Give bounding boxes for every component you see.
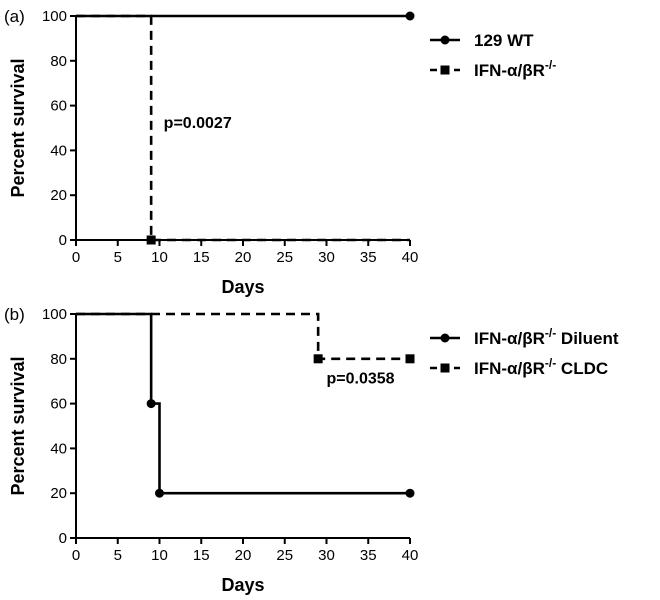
x-tick-label: 40 — [402, 249, 419, 266]
panel-label: (a) — [4, 7, 25, 26]
legend-label: IFN-α/βR-/- Diluent — [474, 326, 619, 348]
x-tick-label: 30 — [318, 547, 335, 564]
legend-label: IFN-α/βR-/- — [474, 58, 556, 80]
y-axis-title: Percent survival — [8, 356, 28, 495]
series-line-1 — [76, 14, 410, 242]
y-tick-label: 0 — [59, 530, 67, 547]
x-tick-label: 20 — [235, 547, 252, 564]
data-point-square — [405, 354, 415, 364]
y-tick-label: 100 — [42, 306, 67, 323]
x-tick-label: 25 — [276, 249, 293, 266]
panel-a: (a) 0 5 10 15 20 25 30 35 40 0 20 40 60 80 100 Days Perce… — [4, 7, 556, 297]
legend-name: IFN-α/βR — [474, 359, 545, 378]
data-point-circle — [146, 399, 156, 409]
legend-entry: IFN-α/βR-/- — [430, 58, 556, 80]
legend-entry: IFN-α/βR-/- Diluent — [430, 326, 619, 348]
legend-entry: 129 WT — [430, 31, 534, 50]
series-line-1 — [76, 312, 410, 361]
y-tick-label: 20 — [50, 187, 67, 204]
y-tick-label: 20 — [50, 485, 67, 502]
legend-marker-circle — [440, 35, 450, 45]
legend-marker-circle — [440, 333, 450, 343]
panel-label: (b) — [4, 305, 25, 324]
x-tick-label: 25 — [276, 547, 293, 564]
x-tick-label: 40 — [402, 547, 419, 564]
x-axis-title: Days — [221, 575, 264, 595]
x-tick-label: 10 — [151, 547, 168, 564]
legend-superscript: -/- — [545, 356, 556, 370]
y-tick-label: 40 — [50, 142, 67, 159]
x-tick-label: 5 — [114, 249, 122, 266]
x-tick-label: 0 — [72, 547, 80, 564]
legend-entry: IFN-α/βR-/- CLDC — [430, 356, 608, 378]
legend-label: 129 WT — [474, 31, 534, 50]
y-tick-label: 40 — [50, 440, 67, 457]
x-tick-label: 5 — [114, 547, 122, 564]
legend-name: IFN-α/βR — [474, 61, 545, 80]
data-point-square — [146, 235, 156, 245]
y-tick-label: 80 — [50, 351, 67, 368]
x-tick-label: 20 — [235, 249, 252, 266]
legend-name: 129 WT — [474, 31, 534, 50]
p-value-annotation: p=0.0358 — [327, 370, 395, 387]
legend-name: IFN-α/βR — [474, 329, 545, 348]
legend-marker-square — [440, 65, 450, 75]
y-tick-label: 60 — [50, 98, 67, 115]
data-point-square — [313, 354, 323, 364]
x-tick-label: 15 — [193, 547, 210, 564]
y-tick-label: 100 — [42, 8, 67, 25]
legend-suffix: Diluent — [556, 329, 619, 348]
x-tick-label: 10 — [151, 249, 168, 266]
x-axis-title: Days — [221, 277, 264, 297]
legend-suffix: CLDC — [556, 359, 608, 378]
x-tick-label: 30 — [318, 249, 335, 266]
y-tick-label: 80 — [50, 53, 67, 70]
data-point-circle — [405, 11, 415, 21]
p-value-annotation: p=0.0027 — [164, 115, 232, 132]
legend-marker-square — [440, 363, 450, 373]
x-tick-label: 0 — [72, 249, 80, 266]
x-tick-label: 15 — [193, 249, 210, 266]
series-line-0 — [76, 312, 410, 495]
legend-superscript: -/- — [545, 326, 556, 340]
x-tick-label: 35 — [360, 249, 377, 266]
data-point-circle — [405, 488, 415, 498]
legend-superscript: -/- — [545, 58, 556, 72]
panel-b: (b) 0 5 10 15 20 25 30 35 40 0 20 40 60 80 100 Days Perce… — [4, 305, 619, 595]
data-point-circle — [155, 488, 164, 498]
y-tick-label: 0 — [59, 232, 67, 249]
y-tick-label: 60 — [50, 396, 67, 413]
legend-label: IFN-α/βR-/- CLDC — [474, 356, 608, 378]
y-axis-title: Percent survival — [8, 58, 28, 197]
x-tick-label: 35 — [360, 547, 377, 564]
